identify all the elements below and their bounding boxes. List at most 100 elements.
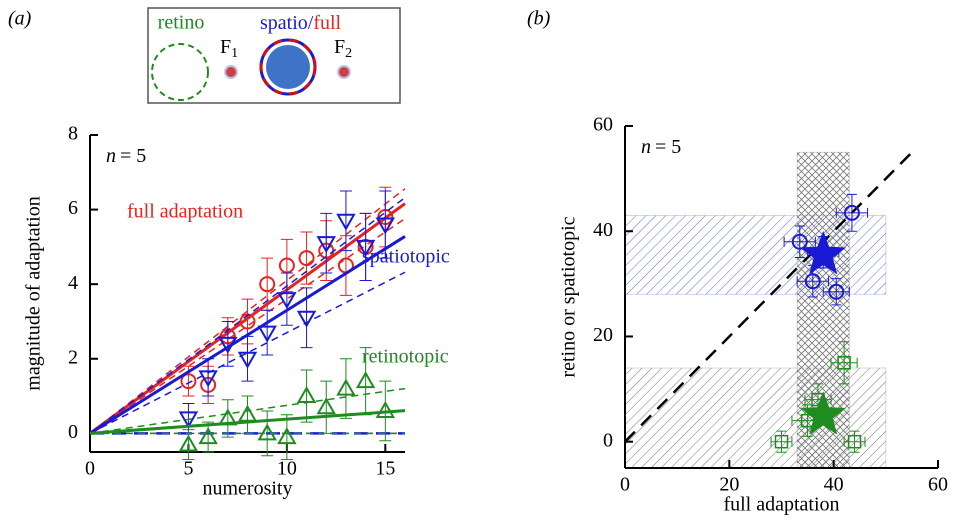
marker — [847, 434, 862, 449]
fit-ci — [89, 271, 406, 435]
fixation-f2 — [339, 67, 349, 77]
inset-label: 2 — [345, 46, 352, 61]
error-bar — [241, 395, 254, 434]
y-error-bar — [839, 341, 850, 385]
y-error-bar — [794, 225, 805, 259]
marker — [375, 400, 396, 418]
marker — [218, 408, 238, 426]
inset-label: F1 — [220, 36, 238, 62]
y-tick-label: 6 — [68, 197, 78, 219]
y-tick-label: 2 — [68, 346, 78, 368]
x-tick-label: 0 — [85, 458, 95, 480]
y-error-bar — [776, 430, 787, 453]
error-bar — [221, 399, 234, 438]
sample-size: n — [106, 145, 116, 167]
error-bar — [320, 212, 333, 274]
error-bar — [339, 190, 352, 252]
sample-size: = 5 — [655, 136, 681, 158]
sample-size: n = 5 — [641, 136, 681, 158]
x-tick-label: 0 — [620, 474, 630, 496]
marker — [791, 233, 808, 250]
inset-label: spatio — [260, 12, 308, 34]
marker — [804, 273, 821, 290]
error-bar — [241, 335, 254, 382]
marker — [178, 434, 199, 452]
panel-label: (b) — [527, 8, 551, 30]
inset-label: spatio/full — [260, 12, 342, 34]
error-bar — [221, 320, 234, 367]
marker — [198, 427, 218, 445]
retino-circle — [151, 43, 209, 101]
sample-size: n = 5 — [106, 145, 146, 167]
inset-label: F — [334, 36, 345, 58]
marker — [296, 386, 317, 404]
fit-ci — [89, 217, 406, 434]
error-bar — [261, 309, 274, 356]
hatched-band — [624, 367, 887, 469]
fixation-f1 — [226, 67, 236, 77]
marker — [198, 370, 218, 388]
mean-star — [800, 391, 847, 435]
fit-line — [89, 235, 406, 435]
marker — [257, 325, 277, 343]
error-bar — [339, 358, 352, 419]
y-error-bar — [849, 430, 860, 453]
error-bar — [261, 410, 274, 457]
x-tick-label: 20 — [719, 474, 739, 496]
x-tick-label: 40 — [824, 474, 844, 496]
inset-label: 1 — [231, 46, 238, 61]
error-bar — [280, 414, 293, 460]
marker — [316, 236, 336, 254]
marker — [296, 310, 317, 328]
inset-label: / — [308, 12, 314, 34]
y-axis-label: retino or spatiotopic — [558, 216, 580, 377]
error-bar — [379, 190, 392, 259]
y-tick-label: 0 — [68, 421, 78, 443]
marker — [278, 257, 295, 274]
error-bar — [320, 380, 333, 434]
marker — [837, 356, 851, 370]
inset-label: full — [313, 12, 341, 34]
marker — [298, 250, 315, 267]
marker — [375, 217, 396, 235]
marker — [355, 239, 376, 257]
x-tick-label: 15 — [375, 458, 395, 480]
x-tick-label: 5 — [183, 458, 193, 480]
marker — [843, 204, 860, 221]
marker — [316, 397, 336, 415]
y-axis-label: magnitude of adaptation — [23, 196, 45, 390]
marker — [237, 404, 258, 422]
error-bar — [202, 358, 215, 397]
x-axis-label: full adaptation — [723, 494, 839, 516]
y-tick-label: 20 — [593, 324, 613, 346]
x-tick-label: 10 — [277, 458, 297, 480]
inset-label: retino — [158, 12, 205, 34]
error-bar — [359, 347, 372, 416]
marker — [774, 434, 789, 449]
inset: retino spatio/full F1 F2 — [147, 7, 401, 104]
marker — [259, 276, 276, 293]
x-tick-label: 60 — [928, 474, 948, 496]
y-tick-label: 40 — [593, 219, 613, 241]
fit-ci — [89, 197, 406, 434]
y-tick-label: 60 — [593, 114, 613, 136]
marker — [336, 213, 356, 231]
fit-ci — [89, 188, 406, 434]
error-bar — [300, 231, 313, 285]
marker — [277, 427, 297, 445]
panel-label: (a) — [8, 8, 32, 30]
inset-label: F — [220, 36, 231, 58]
mean-star — [800, 230, 847, 275]
error-bar — [300, 287, 313, 349]
marker — [178, 411, 199, 429]
error-bar — [359, 212, 372, 281]
y-tick-label: 0 — [603, 429, 613, 451]
sample-size: n — [641, 136, 651, 158]
marker — [239, 313, 256, 330]
error-bar — [379, 380, 392, 442]
stimulus — [266, 45, 310, 89]
marker — [336, 378, 356, 396]
series-label: retinotopic — [362, 346, 449, 368]
marker — [180, 373, 197, 390]
